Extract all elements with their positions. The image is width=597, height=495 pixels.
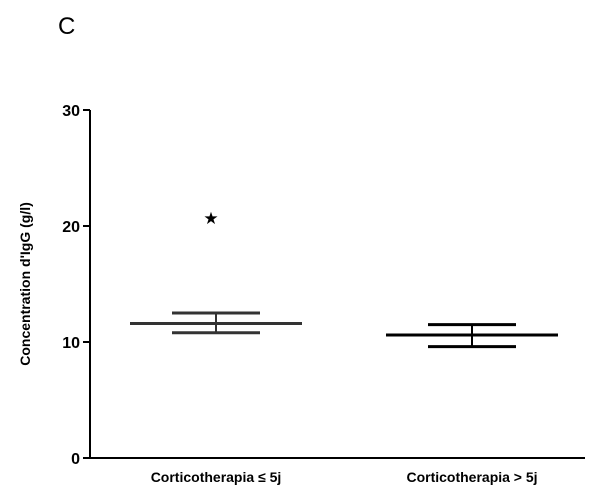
outlier-marker: ★ [203,209,218,229]
x-category-label: Corticotherapia ≤ 5j [151,469,282,485]
y-ticks: 0 10 20 30 [62,103,90,468]
y-axis-title: Concentration d'IgG (g/l) [17,202,33,366]
x-category-label: Corticotherapia > 5j [406,469,537,485]
data-marks: ★ [130,209,558,349]
y-tick-label: 10 [62,335,80,352]
x-category-labels: Corticotherapia ≤ 5j Corticotherapia > 5j [151,469,538,485]
y-tick-label: 0 [71,451,80,468]
panel-label: C [58,13,75,40]
y-tick-label: 20 [62,219,80,236]
y-tick-label: 30 [62,103,80,120]
